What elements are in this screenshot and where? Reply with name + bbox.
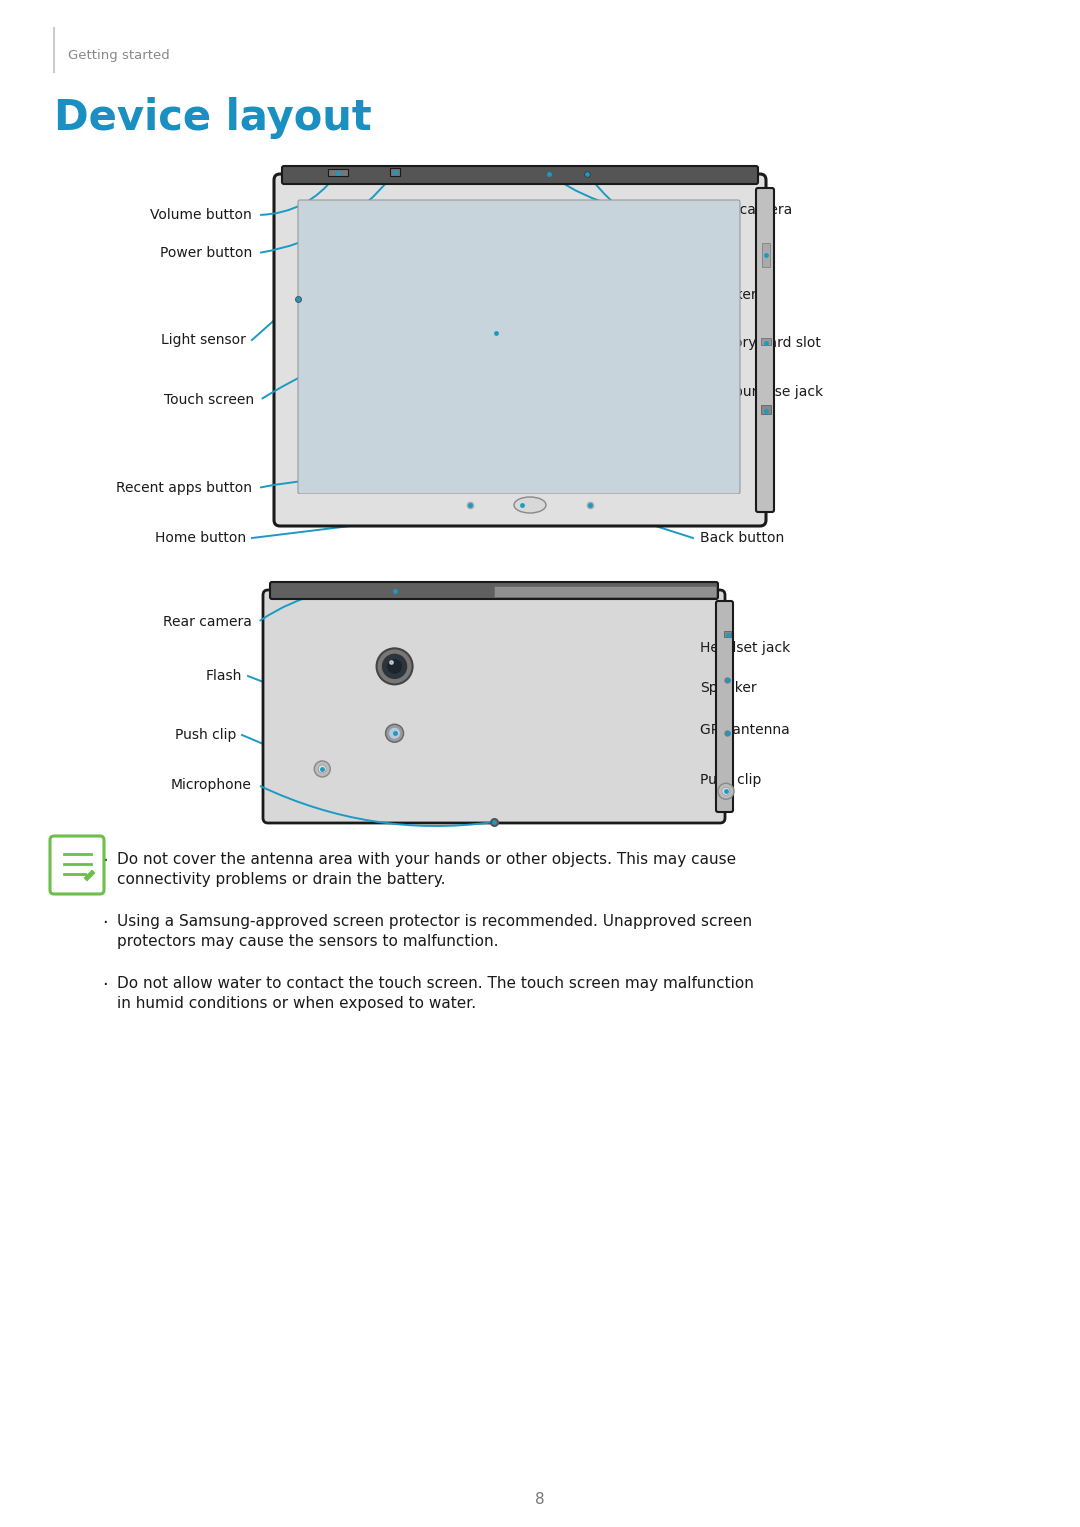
FancyBboxPatch shape [274, 174, 766, 525]
Circle shape [386, 724, 404, 742]
Text: Memory card slot: Memory card slot [700, 336, 821, 350]
Text: Home button: Home button [154, 531, 246, 545]
Bar [761, 405, 771, 414]
Text: Microphone: Microphone [171, 777, 252, 793]
Text: Speaker: Speaker [700, 289, 757, 302]
Bar [390, 168, 401, 176]
Circle shape [718, 783, 734, 799]
Text: Using a Samsung-approved screen protector is recommended. Unapproved screen
prot: Using a Samsung-approved screen protecto… [117, 915, 752, 948]
FancyBboxPatch shape [756, 188, 774, 512]
Circle shape [389, 727, 401, 739]
Circle shape [382, 655, 406, 678]
Text: Speaker: Speaker [700, 681, 757, 695]
Text: ·: · [103, 915, 108, 931]
Bar [761, 337, 771, 345]
Text: Headset jack: Headset jack [700, 641, 791, 655]
Ellipse shape [514, 496, 546, 513]
Bar [494, 586, 716, 597]
Text: Getting started: Getting started [68, 49, 170, 61]
Text: Flash: Flash [205, 669, 242, 683]
Circle shape [319, 765, 326, 773]
Text: 8: 8 [536, 1492, 544, 1507]
FancyBboxPatch shape [282, 166, 758, 183]
Text: ·: · [103, 852, 108, 870]
FancyBboxPatch shape [264, 589, 725, 823]
FancyBboxPatch shape [298, 200, 740, 495]
Text: Power button: Power button [160, 246, 252, 260]
Text: Rear camera: Rear camera [163, 615, 252, 629]
Text: Device layout: Device layout [54, 98, 372, 139]
Text: Back button: Back button [700, 531, 784, 545]
Circle shape [388, 660, 402, 673]
Circle shape [314, 760, 330, 777]
Text: Do not allow water to contact the touch screen. The touch screen may malfunction: Do not allow water to contact the touch … [117, 976, 754, 1011]
FancyBboxPatch shape [50, 835, 104, 893]
Polygon shape [84, 870, 95, 881]
Bar [327, 169, 348, 176]
Text: GPS antenna: GPS antenna [700, 722, 789, 738]
Text: Do not cover the antenna area with your hands or other objects. This may cause
c: Do not cover the antenna area with your … [117, 852, 737, 887]
FancyBboxPatch shape [716, 602, 733, 812]
Text: Volume button: Volume button [150, 208, 252, 221]
Bar [762, 243, 770, 267]
Text: Recent apps button: Recent apps button [116, 481, 252, 495]
Text: IrLED: IrLED [700, 243, 737, 257]
Text: Light sensor: Light sensor [161, 333, 246, 347]
FancyBboxPatch shape [270, 582, 718, 599]
Text: Multipurpose jack: Multipurpose jack [700, 385, 823, 399]
Bar [724, 631, 731, 637]
Bar [288, 495, 752, 516]
Text: Front camera: Front camera [700, 203, 793, 217]
Text: Touch screen: Touch screen [164, 392, 254, 408]
Circle shape [723, 788, 730, 796]
Text: ·: · [103, 976, 108, 994]
Text: Push clip: Push clip [700, 773, 761, 786]
Text: Push clip: Push clip [175, 728, 237, 742]
Circle shape [377, 649, 413, 684]
